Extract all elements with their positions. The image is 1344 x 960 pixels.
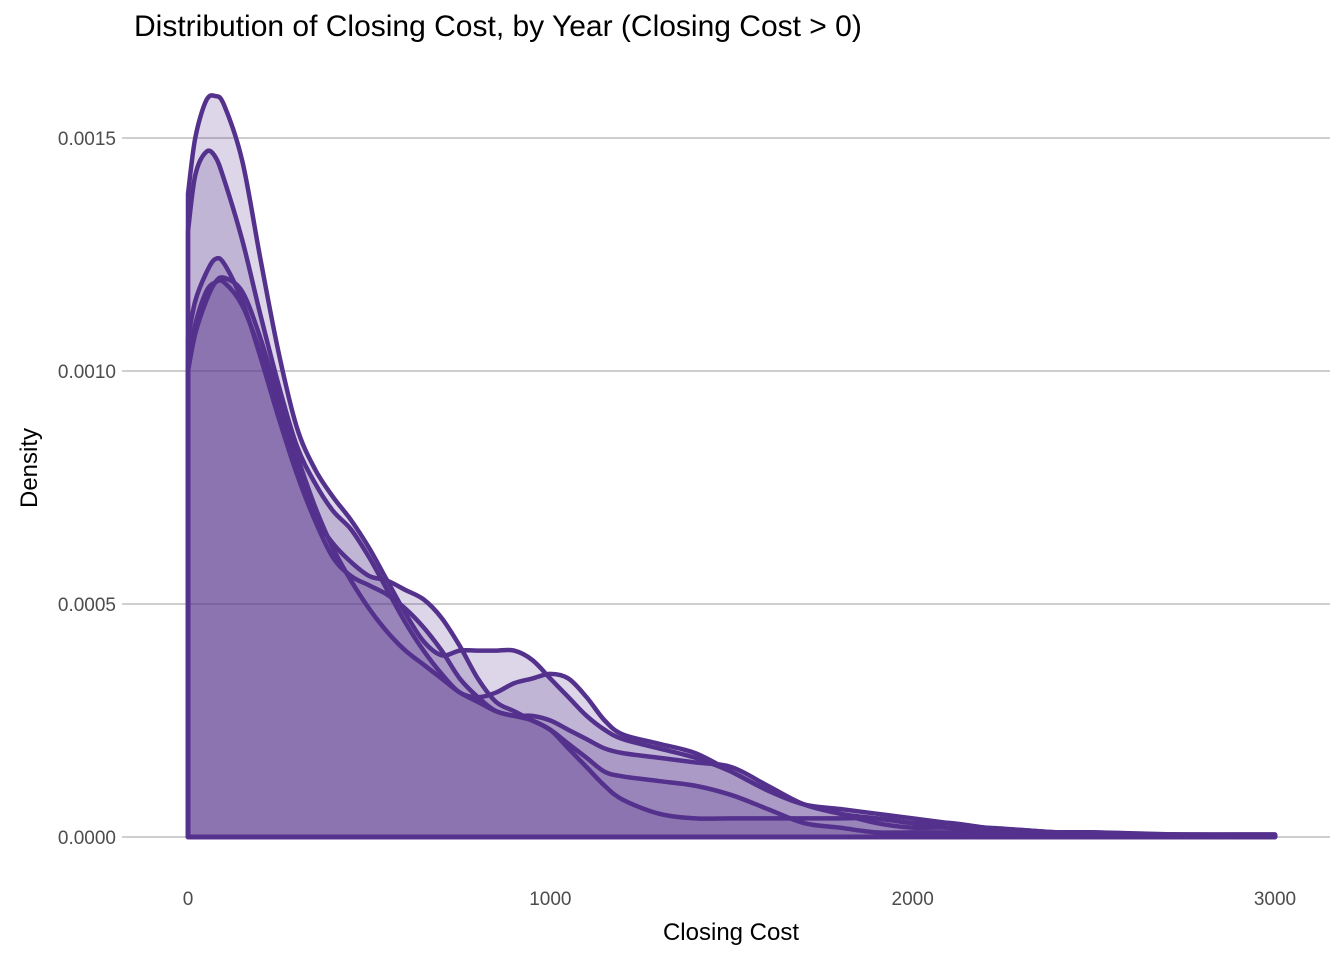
x-axis-title: Closing Cost (663, 919, 799, 946)
x-tick-label: 1000 (529, 889, 571, 910)
y-axis-title: Density (16, 428, 43, 508)
x-tick-label: 3000 (1254, 889, 1296, 910)
y-tick-label: 0.0005 (58, 595, 116, 616)
tick-labels: 0.0000 0.0005 0.0010 0.0015 0 1000 2000 3000 (58, 129, 1296, 910)
x-tick-label: 0 (183, 889, 194, 910)
y-tick-label: 0.0015 (58, 129, 116, 150)
y-tick-label: 0.0000 (58, 828, 116, 849)
chart-title: Distribution of Closing Cost, by Year (C… (134, 10, 862, 43)
y-tick-label: 0.0010 (58, 362, 116, 383)
density-curve-4 (185, 278, 1278, 840)
x-tick-label: 2000 (892, 889, 934, 910)
density-curve-5 (185, 275, 1278, 840)
density-series (185, 93, 1278, 840)
